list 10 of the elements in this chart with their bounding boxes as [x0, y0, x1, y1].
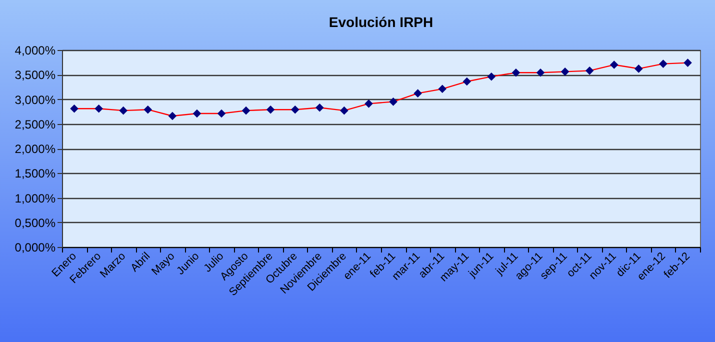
y-tick-label: 1,000% — [14, 191, 56, 206]
y-tick-label: 0,500% — [14, 216, 56, 230]
y-tick-label: 3,000% — [14, 92, 56, 107]
y-tick-label: 4,000% — [14, 44, 56, 58]
y-tick-label: 2,000% — [14, 142, 56, 156]
y-tick-label: 2,500% — [14, 117, 56, 132]
y-tick-label: 1,500% — [14, 166, 56, 181]
y-tick-label: 0,000% — [14, 240, 56, 254]
chart-title: Evolución IRPH — [328, 14, 434, 30]
y-tick-label: 3,500% — [14, 68, 56, 82]
